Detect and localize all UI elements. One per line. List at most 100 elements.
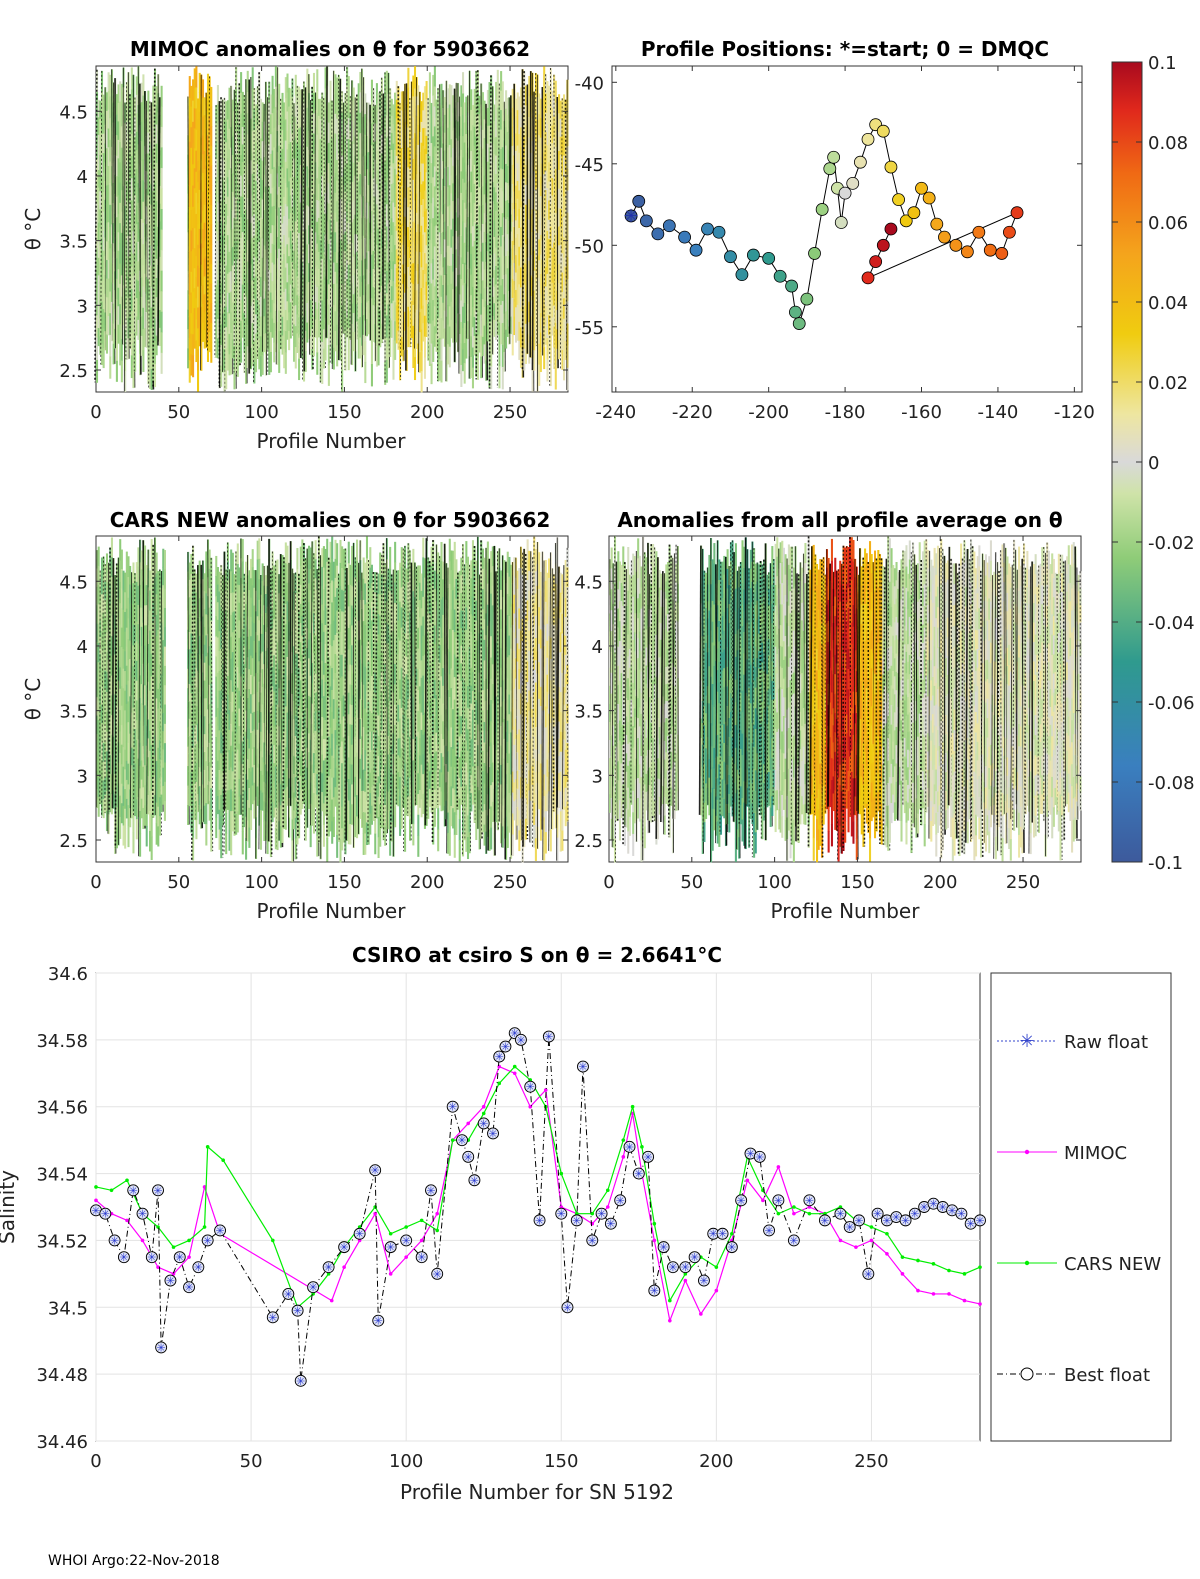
anomaly-cell (465, 339, 467, 358)
anomaly-cell (462, 72, 464, 94)
anomaly-cell (161, 250, 163, 271)
anomaly-cell (421, 371, 423, 392)
profile-position-point (961, 246, 973, 258)
anomaly-cell (371, 364, 373, 386)
x-tick-label: 150 (327, 402, 361, 423)
anomaly-cell (164, 627, 166, 647)
anomaly-cell (258, 72, 260, 94)
profile-position-point (885, 161, 897, 173)
anomaly-cell (429, 72, 431, 93)
anomaly-cell (498, 366, 500, 388)
anomaly-cell (364, 362, 366, 383)
anomaly-cell (164, 685, 166, 705)
x-tick-label: -180 (825, 402, 866, 423)
profile-position-point (736, 269, 748, 281)
profile-position-point (862, 272, 874, 284)
anomaly-cell (164, 608, 166, 628)
anomaly-cell (407, 68, 409, 88)
anomaly-cell (378, 345, 380, 365)
anomaly-cell (434, 67, 436, 87)
mimoc-x-label: Profile Number (257, 429, 407, 453)
anomaly-cell (132, 832, 134, 853)
anomaly-cell (127, 826, 129, 847)
profile-position-point (747, 249, 759, 261)
anomaly-cell (161, 189, 163, 210)
anomaly-cell (161, 353, 163, 374)
anomaly-cell (164, 569, 166, 589)
anomaly-cell (240, 341, 242, 362)
anomaly-cell (156, 553, 158, 574)
anomaly-cell (210, 663, 212, 684)
profile-position-point (908, 207, 920, 219)
anomaly-cell (161, 332, 163, 353)
colorbar-tick-label: 0.02 (1148, 373, 1188, 394)
colorbar-tick-label: -0.1 (1148, 853, 1183, 874)
y-tick-label: -50 (575, 236, 604, 257)
anomaly-cell (146, 826, 148, 847)
anomaly-cell (192, 546, 194, 569)
anomaly-cell (116, 361, 118, 382)
anomaly-cell (546, 359, 548, 381)
profile-position-point (885, 223, 897, 235)
anomaly-cell (136, 819, 138, 839)
anomaly-cell (210, 166, 212, 186)
profile-position-point (973, 226, 985, 238)
anomaly-cell (550, 340, 552, 363)
anomaly-cell (111, 537, 113, 557)
anomaly-cell (270, 352, 272, 372)
x-tick-label: 0 (90, 402, 101, 423)
profile-position-point (652, 228, 664, 240)
profile-position-point (816, 203, 828, 215)
anomaly-cell (164, 550, 166, 570)
profile-position-point (839, 187, 851, 199)
anomaly-cell (210, 225, 212, 245)
anomaly-cell (205, 824, 207, 845)
profile-position-point (828, 151, 840, 163)
y-tick-label: 4.5 (59, 102, 88, 123)
contour-line (530, 71, 531, 357)
anomaly-cell (210, 107, 212, 127)
anomaly-cell (98, 547, 100, 567)
profile-position-point (950, 239, 962, 251)
contour-line (326, 67, 327, 338)
anomaly-cell (225, 368, 227, 389)
profile-position-point (923, 192, 935, 204)
anomaly-cell (210, 323, 212, 343)
y-tick-label: -55 (575, 318, 604, 339)
x-tick-label: 100 (244, 402, 278, 423)
anomaly-cell (210, 87, 212, 107)
anomaly-cell (164, 647, 166, 667)
anomaly-cell (164, 666, 166, 686)
contour-line (113, 558, 114, 808)
profile-position-point (984, 244, 996, 256)
anomaly-cell (210, 185, 212, 205)
anomaly-cell (210, 558, 212, 579)
anomaly-cell (424, 357, 426, 378)
anomaly-cell (109, 357, 111, 379)
anomaly-cell (192, 355, 194, 377)
anomaly-cell (371, 342, 373, 364)
colorbar-tick-label: -0.02 (1148, 533, 1195, 554)
profile-position-point (1003, 226, 1015, 238)
anomaly-cell (313, 73, 315, 94)
anomaly-cell (550, 68, 552, 91)
anomaly-cell (164, 782, 166, 802)
anomaly-cell (348, 76, 350, 97)
anomaly-cell (555, 367, 557, 390)
anomaly-cell (316, 69, 318, 91)
anomaly-cell (215, 817, 217, 838)
anomaly-cell (490, 366, 492, 389)
profile-position-point (931, 218, 943, 230)
anomaly-cell (477, 357, 479, 380)
profile-position-point (893, 194, 905, 206)
anomaly-cell (252, 67, 254, 89)
colorbar-tick-label: 0 (1148, 453, 1159, 474)
x-tick-label: -200 (748, 402, 789, 423)
anomaly-cell (210, 642, 212, 663)
anomaly-cell (161, 312, 163, 333)
x-tick-label: -160 (901, 402, 942, 423)
anomaly-cell (431, 364, 433, 385)
x-tick-label: 200 (410, 402, 444, 423)
anomaly-cell (424, 337, 426, 358)
x-tick-label: 50 (167, 402, 190, 423)
